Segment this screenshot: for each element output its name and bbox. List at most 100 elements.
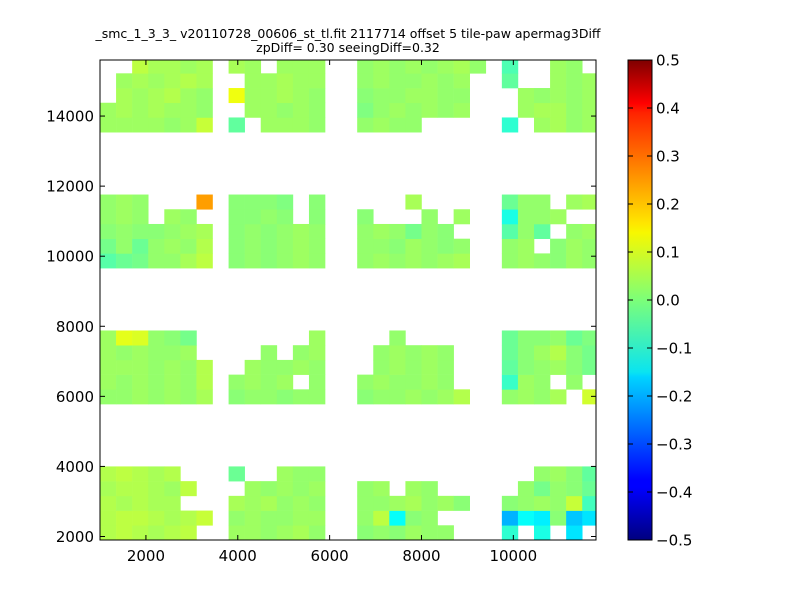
heatmap-cell [405,253,422,269]
heatmap-cell [244,359,262,375]
heatmap-cell [501,525,519,541]
heatmap-cell [501,345,519,361]
heatmap-cell [566,510,583,526]
heatmap-cell [534,389,551,405]
heatmap-cell [292,359,310,375]
heatmap-cell [582,481,597,497]
heatmap-cell [582,466,597,482]
heatmap-cell [276,102,294,118]
heatmap-cell [582,359,597,375]
heatmap-cell [534,359,551,375]
heatmap-cell [550,481,567,497]
heatmap-cell [308,359,326,375]
heatmap-cell [534,525,551,541]
heatmap-cell [437,389,454,405]
heatmap-cell [228,374,245,390]
heatmap-cell [148,73,165,89]
heatmap-cell [244,374,262,390]
heatmap-cell [164,117,181,133]
heatmap-cell [228,466,245,482]
heatmap-cell [116,389,133,405]
heatmap-cell [308,345,326,361]
x-tick-label: 8000 [402,547,440,565]
heatmap-cell [116,345,133,361]
heatmap-cell [534,510,551,526]
heatmap-cell [437,359,454,375]
heatmap-cell [292,88,310,104]
heatmap-cell [501,60,519,74]
heatmap-cell [389,374,406,390]
heatmap-cell [260,495,278,511]
y-tick-label: 6000 [56,388,94,406]
heatmap-cell [566,525,583,541]
heatmap-cell [292,466,310,482]
heatmap-cell [148,330,165,346]
heatmap-cell [534,223,551,239]
heatmap-cell [292,223,310,239]
heatmap-cell [196,374,213,390]
heatmap-cell [357,88,374,104]
heatmap-cell [292,102,310,118]
x-tick-label: 10000 [489,547,537,565]
heatmap-cell [164,374,181,390]
heatmap-cell [260,374,278,390]
heatmap-cell [180,117,197,133]
heatmap-cell [308,481,326,497]
heatmap-cell [132,389,149,405]
heatmap-cell [566,495,583,511]
heatmap-cell [517,253,535,269]
heatmap-cell [132,223,149,239]
heatmap-cell [164,238,181,254]
heatmap-cell [437,525,454,541]
heatmap-cell [100,102,117,118]
heatmap-cell [148,525,165,541]
heatmap-cell [100,330,117,346]
heatmap-cell [453,88,470,104]
heatmap-cell [405,525,422,541]
colorbar-tick-label: −0.3 [656,436,692,454]
heatmap-cell [148,60,165,74]
heatmap-cell [228,525,245,541]
heatmap-cell [389,88,406,104]
heatmap-cell [453,253,470,269]
heatmap-cell [308,374,326,390]
heatmap-cell [373,117,390,133]
heatmap-cell [405,345,422,361]
heatmap-cell [405,73,422,89]
heatmap-cell [116,525,133,541]
heatmap-cell [196,88,213,104]
heatmap-cell [292,73,310,89]
heatmap-cell [582,88,597,104]
chart-title: _smc_1_3_3_ v20110728_00606_st_tl.fit 21… [94,26,600,41]
heatmap-cell [357,253,374,269]
heatmap-cell [550,209,567,225]
heatmap-cell [405,481,422,497]
chart-subtitle: zpDiff= 0.30 seeingDiff=0.32 [256,40,440,55]
heatmap-cell [566,238,583,254]
heatmap-cell [100,495,117,511]
heatmap-cell [148,466,165,482]
heatmap-cell [180,209,197,225]
heatmap-cell [148,374,165,390]
heatmap-cell [196,223,213,239]
heatmap-cell [196,359,213,375]
heatmap-cell [260,73,278,89]
heatmap-cell [132,495,149,511]
heatmap-cell [244,60,262,74]
heatmap-cell [373,60,390,74]
heatmap-cell [373,525,390,541]
heatmap-cell [148,238,165,254]
heatmap-cell [308,330,326,346]
heatmap-cells [100,60,597,541]
heatmap-cell [276,495,294,511]
colorbar-tick-label: 0.5 [656,52,680,70]
heatmap-cell [164,510,181,526]
heatmap-cell [453,60,470,74]
heatmap-cell [228,389,245,405]
heatmap-cell [582,389,597,405]
heatmap-cell [453,495,470,511]
heatmap-cell [196,194,213,210]
heatmap-cell [357,481,374,497]
heatmap-cell [148,495,165,511]
heatmap-cell [100,510,117,526]
